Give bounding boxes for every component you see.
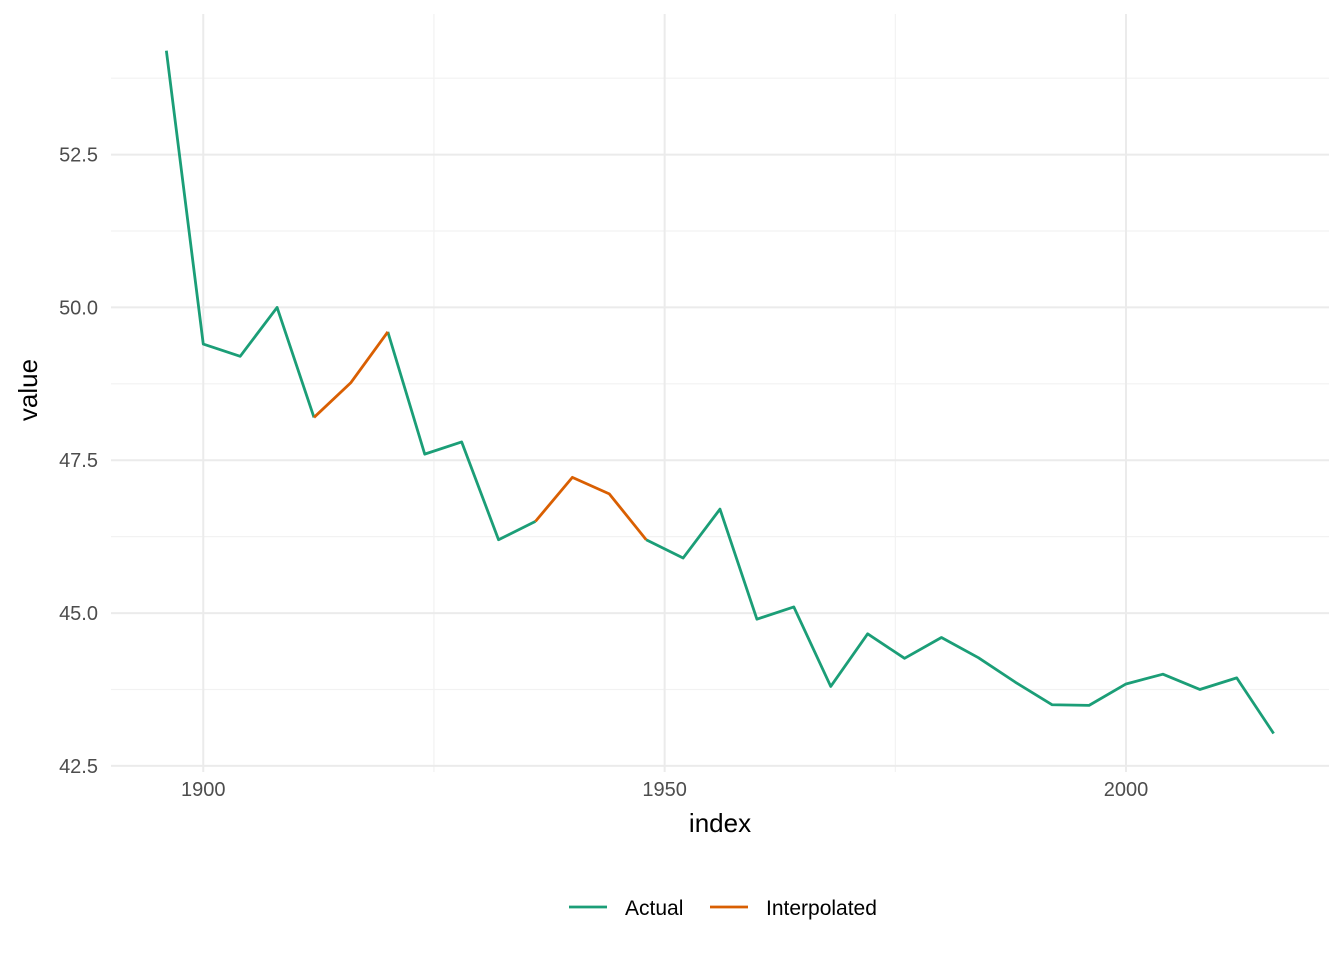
- legend-label-interpolated: Interpolated: [766, 897, 877, 920]
- legend: Actual Interpolated: [569, 897, 877, 920]
- series-line-actual: [386, 331, 537, 542]
- series-lines: [164, 50, 1275, 735]
- series-line-interpolated: [313, 331, 389, 419]
- x-tick-label: 1950: [642, 779, 687, 801]
- series-line-actual: [164, 50, 316, 418]
- x-tick-label: 1900: [181, 779, 226, 801]
- y-axis-title: value: [13, 359, 43, 421]
- y-axis-tick-labels: 42.5 45.0 47.5 50.0 52.5: [59, 145, 98, 778]
- x-axis-title: index: [689, 808, 751, 838]
- x-axis-tick-labels: 1900 1950 2000: [181, 779, 1148, 801]
- minor-gridlines: [111, 14, 1329, 772]
- legend-label-actual: Actual: [625, 897, 683, 920]
- y-tick-label: 52.5: [59, 145, 98, 167]
- y-tick-label: 47.5: [59, 450, 98, 472]
- series-line-interpolated: [534, 475, 648, 541]
- y-tick-label: 42.5: [59, 756, 98, 778]
- x-tick-label: 2000: [1104, 779, 1149, 801]
- series-line-actual: [645, 507, 1275, 735]
- y-tick-label: 45.0: [59, 603, 98, 625]
- major-gridlines: [111, 14, 1329, 772]
- y-tick-label: 50.0: [59, 297, 98, 319]
